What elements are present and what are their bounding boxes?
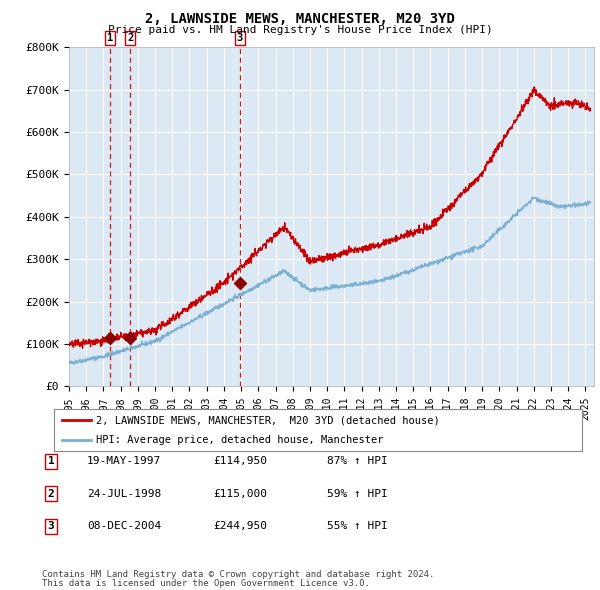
Text: 55% ↑ HPI: 55% ↑ HPI bbox=[327, 522, 388, 531]
Text: 24-JUL-1998: 24-JUL-1998 bbox=[87, 489, 161, 499]
Text: 87% ↑ HPI: 87% ↑ HPI bbox=[327, 457, 388, 466]
Text: 2: 2 bbox=[127, 33, 133, 43]
Text: 08-DEC-2004: 08-DEC-2004 bbox=[87, 522, 161, 531]
Text: 2, LAWNSIDE MEWS, MANCHESTER,  M20 3YD (detached house): 2, LAWNSIDE MEWS, MANCHESTER, M20 3YD (d… bbox=[96, 415, 440, 425]
Text: 2, LAWNSIDE MEWS, MANCHESTER, M20 3YD: 2, LAWNSIDE MEWS, MANCHESTER, M20 3YD bbox=[145, 12, 455, 26]
Text: Contains HM Land Registry data © Crown copyright and database right 2024.: Contains HM Land Registry data © Crown c… bbox=[42, 570, 434, 579]
Text: £244,950: £244,950 bbox=[213, 522, 267, 531]
Text: 1: 1 bbox=[47, 457, 55, 466]
Text: 3: 3 bbox=[237, 33, 243, 43]
Text: 2: 2 bbox=[47, 489, 55, 499]
Text: HPI: Average price, detached house, Manchester: HPI: Average price, detached house, Manc… bbox=[96, 435, 384, 445]
Text: This data is licensed under the Open Government Licence v3.0.: This data is licensed under the Open Gov… bbox=[42, 579, 370, 588]
Text: £115,000: £115,000 bbox=[213, 489, 267, 499]
Text: 19-MAY-1997: 19-MAY-1997 bbox=[87, 457, 161, 466]
Text: £114,950: £114,950 bbox=[213, 457, 267, 466]
Text: 59% ↑ HPI: 59% ↑ HPI bbox=[327, 489, 388, 499]
Text: Price paid vs. HM Land Registry's House Price Index (HPI): Price paid vs. HM Land Registry's House … bbox=[107, 25, 493, 35]
Text: 3: 3 bbox=[47, 522, 55, 531]
Text: 1: 1 bbox=[107, 33, 113, 43]
